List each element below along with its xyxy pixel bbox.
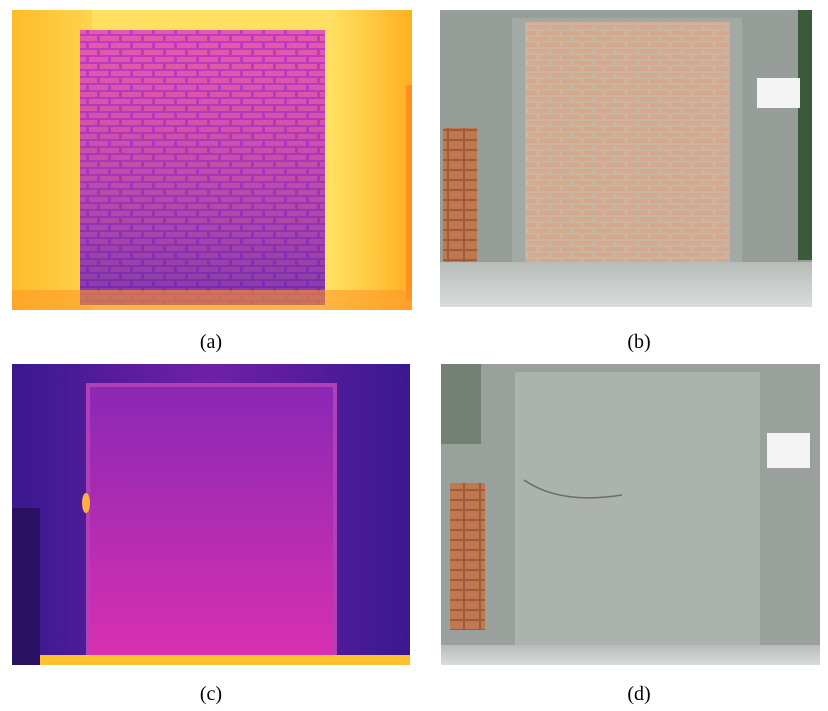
- wall-area: [90, 387, 333, 657]
- sign: [767, 433, 810, 468]
- thermal-column: [12, 10, 92, 310]
- dark-object: [12, 508, 40, 665]
- brick-stack: [443, 128, 477, 275]
- caption: (d): [627, 683, 650, 705]
- background-object: [441, 364, 481, 444]
- floor-strip: [12, 290, 412, 310]
- sign: [757, 78, 800, 108]
- foliage: [798, 10, 812, 260]
- caption: (b): [627, 331, 650, 353]
- caption: (c): [200, 683, 222, 705]
- caption: (a): [200, 331, 222, 353]
- panel-d: [441, 364, 820, 665]
- cable: [523, 479, 623, 499]
- panel-c: [12, 364, 410, 665]
- floor: [440, 262, 812, 307]
- thermal-edge: [406, 85, 412, 300]
- plaster-area: [515, 372, 760, 658]
- brick-shade: [80, 30, 325, 305]
- brick-stack: [450, 483, 485, 630]
- floor: [441, 645, 820, 665]
- brick-area: [525, 22, 730, 262]
- panel-a: [12, 10, 412, 310]
- floor-strip: [40, 655, 410, 665]
- panel-b: [440, 10, 812, 307]
- hot-spot: [82, 493, 90, 513]
